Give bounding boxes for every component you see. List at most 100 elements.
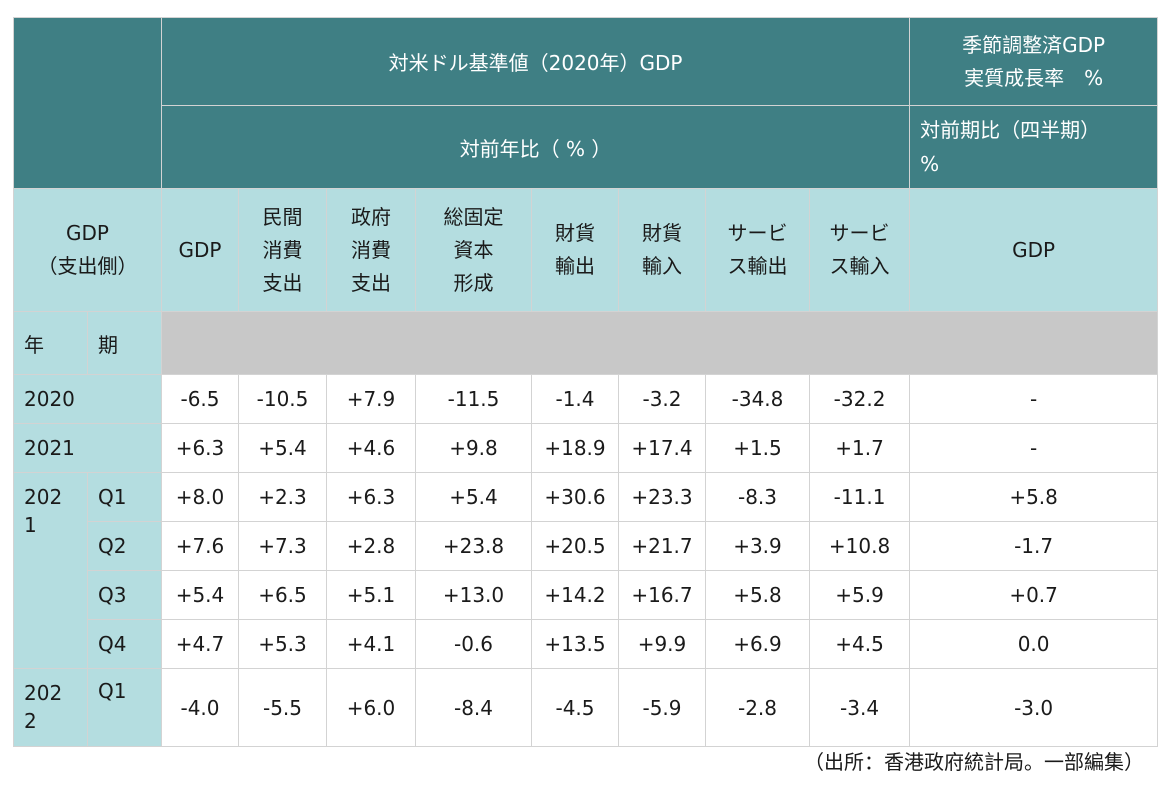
sa-title-line2: 実質成長率 % <box>964 65 1104 90</box>
value-cell: +8.0 <box>161 472 239 522</box>
value-cell: +7.6 <box>161 521 239 571</box>
col-gdp-expenditure-line1: GDP <box>66 221 109 245</box>
year-cell: 202 1 <box>13 472 88 669</box>
value-cell: -8.3 <box>705 472 810 522</box>
value-cell: +5.1 <box>326 570 416 620</box>
value-cell: +4.7 <box>161 619 239 669</box>
value-cell: +6.0 <box>326 668 416 747</box>
year-cell-line2: 1 <box>24 513 37 537</box>
quarter-cell: Q1 <box>87 472 162 522</box>
value-cell: - <box>909 423 1159 473</box>
value-cell: +6.3 <box>161 423 239 473</box>
value-cell: +9.9 <box>618 619 706 669</box>
value-cell: +23.8 <box>415 521 532 571</box>
value-cell: +4.5 <box>808 619 911 669</box>
col-gov-line1: 政府 <box>351 204 391 229</box>
col-gov-line2: 消費 <box>351 237 391 262</box>
value-cell: +10.8 <box>808 521 911 571</box>
col-svc-ex-line2: ス輸出 <box>727 254 788 278</box>
value-cell: -3.4 <box>808 668 911 747</box>
row-header-year: 年 <box>13 311 88 375</box>
row-header-period: 期 <box>87 311 162 375</box>
col-government-consumption: 政府 消費 支出 <box>326 188 416 312</box>
value-cell: +5.3 <box>238 619 327 669</box>
table-row: Q4 +4.7 +5.3 +4.1 -0.6 +13.5 +9.9 +6.9 +… <box>14 619 1159 669</box>
col-goods-ex-line2: 輸出 <box>555 254 595 278</box>
col-svc-im-line2: ス輸入 <box>829 254 890 278</box>
value-cell: +21.7 <box>618 521 706 571</box>
value-cell: -6.5 <box>161 374 239 424</box>
col-gfcf-line3: 形成 <box>453 270 494 295</box>
value-cell: +2.8 <box>326 521 416 571</box>
header-corner <box>13 17 162 189</box>
quarter-cell: Q1 <box>87 668 162 747</box>
qoq-line2: % <box>920 152 940 176</box>
value-cell: -11.1 <box>808 472 911 522</box>
col-goods-exports: 財貨 輸出 <box>531 188 619 312</box>
value-cell: -11.5 <box>415 374 532 424</box>
col-private-line2: 消費 <box>262 237 303 262</box>
col-services-imports: サービ ス輸入 <box>808 188 911 312</box>
table-row: Q2 +7.6 +7.3 +2.8 +23.8 +20.5 +21.7 +3.9… <box>14 521 1159 571</box>
value-cell: -0.6 <box>415 619 532 669</box>
value-cell: -34.8 <box>705 374 810 424</box>
table-row: 2020 -6.5 -10.5 +7.9 -11.5 -1.4 -3.2 -34… <box>13 374 1159 424</box>
group-title: 対米ドル基準値（2020年）GDP <box>160 17 911 106</box>
col-svc-im-line1: サービ <box>829 221 890 245</box>
value-cell: -5.5 <box>238 668 327 747</box>
value-cell: -1.4 <box>531 374 619 424</box>
value-cell: +2.3 <box>238 472 327 522</box>
value-cell: +5.4 <box>238 423 327 473</box>
quarter-cell: Q3 <box>87 570 162 620</box>
value-cell: +5.8 <box>705 570 810 620</box>
col-goods-im-line2: 輸入 <box>642 254 682 278</box>
col-gdp-expenditure: GDP （支出側） <box>13 188 162 312</box>
value-cell: +0.7 <box>909 570 1159 620</box>
col-gfcf-line1: 総固定 <box>443 204 504 229</box>
col-goods-ex-line1: 財貨 <box>555 221 595 245</box>
value-cell: +6.5 <box>238 570 327 620</box>
col-gfcf-line2: 資本 <box>453 237 494 262</box>
quarter-cell: Q2 <box>87 521 162 571</box>
value-cell: +5.8 <box>909 472 1159 522</box>
table-row: 202 1 Q1 +8.0 +2.3 +6.3 +5.4 +30.6 +23.3… <box>13 472 1159 669</box>
col-private-consumption: 民間 消費 支出 <box>238 188 327 312</box>
col-gdp: GDP <box>161 188 239 312</box>
value-cell: +5.4 <box>415 472 532 522</box>
value-cell: +14.2 <box>531 570 619 620</box>
value-cell: +18.9 <box>531 423 619 473</box>
value-cell: +4.1 <box>326 619 416 669</box>
col-sa-gdp: GDP <box>909 188 1159 312</box>
qoq-label: 対前期比（四半期） % <box>909 105 1159 189</box>
value-cell: -3.0 <box>909 668 1159 747</box>
table-row: Q3 +5.4 +6.5 +5.1 +13.0 +14.2 +16.7 +5.8… <box>14 570 1159 620</box>
gdp-table: 対米ドル基準値（2020年）GDP 季節調整済GDP 実質成長率 % 対前年比（… <box>13 17 1159 747</box>
value-cell: +6.9 <box>705 619 810 669</box>
col-private-line3: 支出 <box>262 270 303 295</box>
value-cell: +17.4 <box>618 423 706 473</box>
value-cell: -3.2 <box>618 374 706 424</box>
col-private-line1: 民間 <box>262 204 303 229</box>
value-cell: +6.3 <box>326 472 416 522</box>
table-row: 2021 +6.3 +5.4 +4.6 +9.8 +18.9 +17.4 +1.… <box>13 423 1159 473</box>
value-cell: - <box>909 374 1159 424</box>
value-cell: +9.8 <box>415 423 532 473</box>
value-cell: +7.3 <box>238 521 327 571</box>
value-cell: -5.9 <box>618 668 706 747</box>
sa-title: 季節調整済GDP 実質成長率 % <box>909 17 1159 106</box>
col-goods-im-line1: 財貨 <box>642 221 682 245</box>
value-cell: +30.6 <box>531 472 619 522</box>
value-cell: +23.3 <box>618 472 706 522</box>
value-cell: +7.9 <box>326 374 416 424</box>
value-cell: +16.7 <box>618 570 706 620</box>
col-goods-imports: 財貨 輸入 <box>618 188 706 312</box>
value-cell: +1.7 <box>808 423 911 473</box>
value-cell: +13.5 <box>531 619 619 669</box>
value-cell: +13.0 <box>415 570 532 620</box>
year-cell: 202 2 <box>13 668 88 747</box>
col-services-exports: サービ ス輸出 <box>705 188 810 312</box>
qoq-line1: 対前期比（四半期） <box>920 118 1101 142</box>
gray-band <box>160 311 1159 375</box>
yoy-label: 対前年比（ % ） <box>160 105 911 189</box>
year-cell: 2021 <box>13 423 162 473</box>
